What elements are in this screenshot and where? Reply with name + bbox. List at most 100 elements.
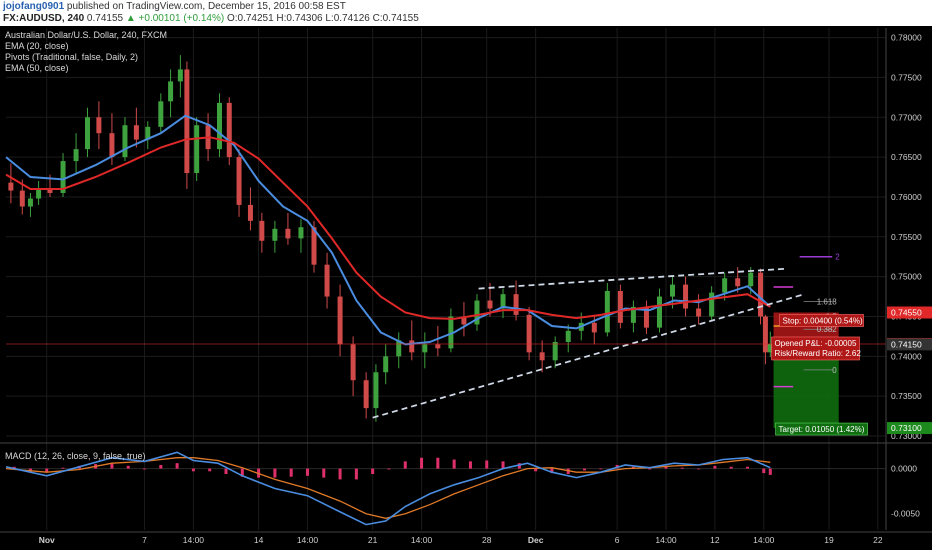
macd-histogram-bar	[338, 468, 342, 480]
up-arrow-icon: ▲	[125, 13, 136, 24]
ohlc-values: O:0.74251 H:0.74306 L:0.74126 C:0.74155	[226, 13, 419, 24]
candle-body	[383, 356, 389, 373]
price-label-text: 0.74550	[891, 307, 922, 317]
candle-body	[758, 272, 764, 317]
candle-body	[216, 102, 222, 150]
candle-body	[422, 344, 428, 353]
candle-body	[670, 284, 676, 297]
author-link[interactable]: jojofang0901	[3, 1, 65, 12]
fib-label: 0.382	[817, 325, 838, 334]
candle-body	[133, 125, 139, 140]
macd-histogram-bar	[697, 468, 701, 470]
macd-histogram-bar	[273, 468, 277, 478]
candle-body	[500, 294, 506, 309]
candle-body	[73, 149, 79, 162]
fib-label: 1.618	[817, 297, 838, 306]
candle-body	[604, 290, 610, 333]
candle-body	[272, 228, 278, 241]
macd-histogram-bar	[289, 468, 293, 477]
candle-body	[565, 330, 571, 342]
time-tick-label: 22	[873, 535, 883, 545]
candle-body	[767, 343, 773, 353]
time-tick-label: 19	[824, 535, 834, 545]
candle-body	[617, 290, 623, 323]
time-tick-label: 14	[254, 535, 264, 545]
macd-histogram-bar	[517, 463, 521, 469]
macd-histogram-bar	[550, 468, 554, 474]
candle-body	[122, 125, 128, 158]
macd-histogram-bar	[322, 468, 326, 478]
candle-body	[19, 190, 25, 207]
macd-histogram-bar	[680, 467, 684, 469]
macd-histogram-bar	[240, 468, 244, 477]
price-tick-label: 0.78000	[891, 33, 922, 43]
macd-histogram-bar	[468, 461, 472, 469]
time-tick-label: 12	[710, 535, 720, 545]
time-tick-label: Nov	[39, 535, 55, 545]
candle-body	[526, 314, 532, 353]
symbol-line: FX:AUDUSD, 240 0.74155 ▲ +0.00101 (+0.14…	[3, 13, 419, 25]
candle-body	[27, 198, 33, 207]
time-tick-label: 14:00	[753, 535, 775, 545]
macd-histogram-bar	[599, 468, 603, 470]
price-label-box	[887, 306, 932, 319]
macd-histogram-bar	[175, 463, 179, 469]
price-tick-label: 0.75500	[891, 232, 922, 242]
publish-header: jojofang0901 published on TradingView.co…	[0, 0, 932, 26]
macd-histogram-bar	[713, 465, 717, 469]
macd-histogram-bar	[729, 466, 733, 469]
candle-body	[396, 340, 402, 357]
price-tick-label: 0.75000	[891, 272, 922, 282]
macd-tick-label: 0.0000	[891, 464, 917, 474]
candle-body	[591, 322, 597, 333]
macd-histogram-bar	[583, 468, 587, 471]
candle-body	[158, 101, 164, 127]
candle-body	[84, 117, 90, 150]
legend-title: Australian Dollar/U.S. Dollar, 240, FXCM	[5, 30, 168, 40]
last-price: 0.74155	[86, 13, 124, 24]
candle-body	[177, 69, 183, 82]
fib-label: 0	[832, 366, 837, 375]
time-tick-label: 14:00	[411, 535, 433, 545]
macd-histogram-bar	[191, 468, 195, 472]
candle-body	[435, 344, 441, 349]
candle-body	[735, 278, 741, 287]
candle-body	[474, 300, 480, 325]
target-label: Target: 0.01050 (1.42%)	[779, 425, 865, 434]
candle-body	[8, 182, 14, 191]
price-tick-label: 0.74000	[891, 351, 922, 361]
candle-body	[656, 296, 662, 328]
legend-macd: MACD (12, 26, close, 9, false, true)	[5, 451, 146, 461]
candle-body	[513, 294, 519, 315]
stop-label: Stop: 0.00400 (0.54%)	[783, 316, 863, 325]
legend-ema50: EMA (50, close)	[5, 63, 69, 73]
time-tick-label: 6	[615, 535, 620, 545]
macd-histogram-bar	[664, 465, 668, 469]
candle-body	[96, 117, 102, 134]
candle-body	[722, 278, 728, 293]
macd-histogram-bar	[208, 468, 212, 472]
candle-body	[762, 316, 768, 353]
candle-body	[461, 316, 467, 325]
symbol-label: FX:AUDUSD, 240	[3, 13, 85, 24]
macd-line	[5, 451, 771, 526]
candle-body	[236, 157, 242, 205]
macd-histogram-bar	[403, 461, 407, 469]
macd-histogram-bar	[452, 459, 456, 469]
candle-body	[448, 316, 454, 349]
macd-histogram-bar	[159, 464, 163, 469]
candle-body	[47, 188, 53, 193]
ema50-line	[5, 136, 771, 320]
macd-histogram-bar	[61, 467, 65, 469]
macd-histogram-bar	[354, 468, 358, 480]
price-label-box	[887, 422, 932, 435]
macd-histogram-bar	[501, 461, 505, 469]
macd-histogram-bar	[745, 466, 749, 469]
candle-body	[337, 296, 343, 345]
pnl-label-box	[771, 336, 860, 361]
macd-histogram-bar	[126, 465, 130, 469]
candle-body	[363, 380, 369, 409]
candle-body	[409, 340, 415, 353]
